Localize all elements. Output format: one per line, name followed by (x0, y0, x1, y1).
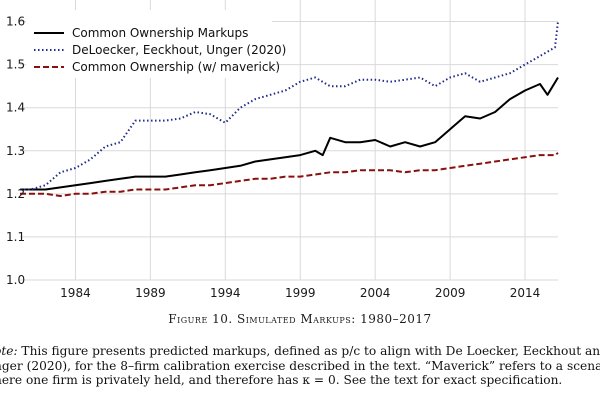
y-tick-labels: 1.0 1.1 1.2 1.3 1.4 1.5 1.6 (6, 15, 25, 287)
legend: Common Ownership Markups DeLoecker, Eeck… (26, 10, 286, 78)
y-tick-label: 1.4 (6, 101, 25, 115)
series-line-maverick (20, 152, 559, 197)
y-tick-label: 1.6 (6, 15, 25, 29)
legend-box (26, 10, 272, 78)
x-tick-label: 1984 (60, 286, 91, 300)
x-tick-label: 1994 (210, 286, 241, 300)
y-tick-label: 1.3 (6, 144, 25, 158)
note-line-3: here one firm is privately held, and the… (0, 373, 563, 387)
x-tick-label: 2014 (510, 286, 541, 300)
note-line-2: nger (2020), for the 8–firm calibration … (0, 358, 600, 373)
x-tick-label: 2009 (435, 286, 466, 300)
y-tick-label: 1.5 (6, 58, 25, 72)
series-lines (20, 21, 559, 197)
x-tick-label: 1999 (285, 286, 316, 300)
y-tick-label: 1.1 (6, 230, 25, 244)
x-tick-labels: 1984 1989 1994 1999 2004 2009 2014 (60, 286, 540, 300)
figure-caption: Figure 10. Simulated Markups: 1980–2017 (168, 312, 432, 326)
legend-label-common-ownership: Common Ownership Markups (72, 26, 248, 40)
note-line-1-text: This figure presents predicted markups, … (17, 344, 600, 358)
series-line-deloecker (20, 21, 559, 191)
y-tick-label: 1.2 (6, 187, 25, 201)
note-line-1: ote: This figure presents predicted mark… (0, 344, 600, 359)
legend-label-deloecker: DeLoecker, Eeckhout, Unger (2020) (72, 43, 286, 57)
y-gridlines (20, 21, 558, 281)
markups-chart: 1.0 1.1 1.2 1.3 1.4 1.5 1.6 1984 1989 1994 1999 20… (6, 0, 559, 300)
x-tick-label: 1989 (135, 286, 166, 300)
y-tick-label: 1.0 (6, 273, 25, 287)
series-line-common-ownership (20, 76, 559, 191)
figure-note: ote: This figure presents predicted mark… (0, 344, 600, 388)
x-tick-label: 2004 (360, 286, 391, 300)
note-lead: ote: (0, 344, 18, 358)
legend-label-maverick: Common Ownership (w/ maverick) (72, 60, 280, 74)
